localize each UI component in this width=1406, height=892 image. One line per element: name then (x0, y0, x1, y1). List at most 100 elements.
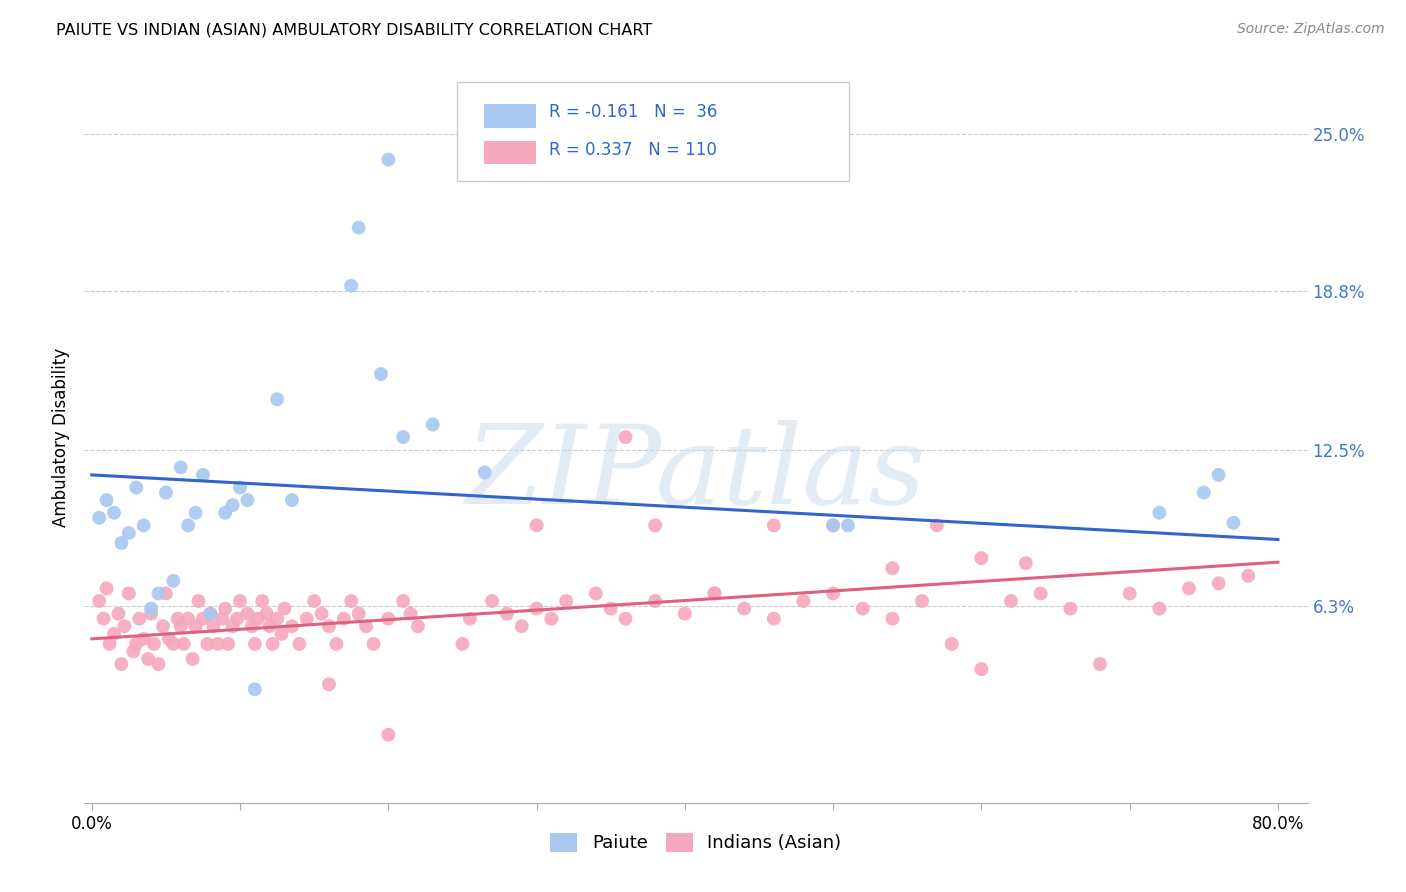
Point (236, 607, 259, 621)
Point (370, 367, 392, 381)
Point (377, 153, 399, 167)
Point (354, 619, 377, 633)
Point (243, 682, 266, 697)
Text: R = 0.337   N = 110: R = 0.337 N = 110 (550, 141, 717, 159)
Point (451, 637, 474, 651)
FancyBboxPatch shape (484, 141, 536, 164)
Point (377, 728, 399, 742)
Point (236, 493, 259, 508)
Point (118, 586, 141, 600)
Point (392, 594, 415, 608)
Point (259, 619, 281, 633)
Point (148, 657, 170, 671)
Point (229, 594, 252, 608)
Point (148, 586, 170, 600)
Legend: Paiute, Indians (Asian): Paiute, Indians (Asian) (543, 826, 849, 860)
Point (125, 481, 148, 495)
Point (823, 518, 845, 533)
Point (152, 619, 174, 633)
Point (103, 506, 125, 520)
Point (481, 594, 503, 608)
Point (139, 601, 162, 615)
Point (118, 525, 141, 540)
Text: Source: ZipAtlas.com: Source: ZipAtlas.com (1237, 22, 1385, 37)
Point (585, 586, 607, 600)
Point (155, 586, 177, 600)
Point (281, 493, 304, 508)
Point (599, 601, 621, 615)
Point (762, 612, 785, 626)
Point (941, 637, 963, 651)
Point (703, 586, 725, 600)
Point (132, 518, 155, 533)
Point (229, 481, 252, 495)
Point (103, 627, 125, 641)
Text: ZIPatlas: ZIPatlas (465, 420, 927, 527)
Point (347, 607, 370, 621)
Point (474, 466, 496, 480)
Point (89, 594, 111, 608)
Point (614, 430, 637, 444)
Point (1000, 594, 1022, 608)
Point (399, 607, 422, 621)
Point (703, 586, 725, 600)
Point (733, 601, 755, 615)
Point (177, 518, 200, 533)
Point (273, 601, 295, 615)
Point (177, 612, 200, 626)
Point (110, 657, 132, 671)
Point (187, 594, 209, 608)
Point (226, 612, 249, 626)
Point (340, 594, 363, 608)
Point (377, 612, 399, 626)
Point (295, 612, 318, 626)
Point (162, 637, 184, 651)
Point (792, 594, 814, 608)
Point (392, 430, 415, 444)
Point (191, 612, 214, 626)
Point (325, 637, 347, 651)
Point (266, 612, 288, 626)
Point (526, 518, 548, 533)
Point (852, 601, 875, 615)
Point (207, 637, 229, 651)
Point (510, 619, 533, 633)
Point (970, 551, 993, 566)
Point (107, 607, 129, 621)
Point (170, 460, 193, 475)
Point (526, 601, 548, 615)
Point (202, 619, 225, 633)
Point (112, 619, 135, 633)
Point (136, 652, 159, 666)
Point (143, 637, 166, 651)
Point (540, 612, 562, 626)
Point (246, 612, 269, 626)
Point (1015, 556, 1038, 570)
Point (288, 637, 311, 651)
Point (157, 632, 180, 646)
Point (170, 619, 193, 633)
Point (302, 594, 325, 608)
Y-axis label: Ambulatory Disability: Ambulatory Disability (52, 348, 70, 526)
Point (211, 612, 233, 626)
Point (311, 607, 333, 621)
Point (122, 644, 145, 658)
Point (221, 619, 243, 633)
Point (911, 594, 934, 608)
Point (925, 518, 948, 533)
Point (191, 467, 214, 482)
Point (1059, 601, 1081, 615)
Point (166, 612, 188, 626)
Point (614, 612, 637, 626)
Point (110, 536, 132, 550)
Point (1237, 569, 1260, 583)
Point (458, 612, 481, 626)
Point (555, 594, 578, 608)
Point (184, 619, 207, 633)
Point (1178, 582, 1201, 596)
Point (181, 652, 204, 666)
Point (240, 619, 263, 633)
Point (173, 637, 195, 651)
Point (1208, 576, 1230, 591)
Point (197, 637, 219, 651)
